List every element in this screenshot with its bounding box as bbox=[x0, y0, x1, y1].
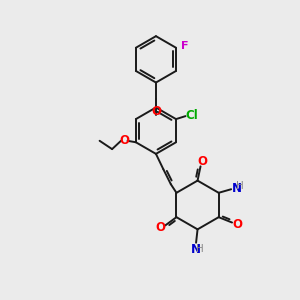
Text: H: H bbox=[236, 181, 243, 191]
Text: N: N bbox=[191, 243, 201, 256]
Text: O: O bbox=[232, 218, 242, 230]
Text: F: F bbox=[181, 41, 188, 51]
Text: O: O bbox=[155, 221, 165, 234]
Text: N: N bbox=[232, 182, 242, 195]
Text: O: O bbox=[197, 155, 207, 168]
Text: Cl: Cl bbox=[185, 109, 198, 122]
Text: H: H bbox=[196, 244, 203, 254]
Text: O: O bbox=[151, 105, 161, 118]
Text: O: O bbox=[120, 134, 130, 147]
